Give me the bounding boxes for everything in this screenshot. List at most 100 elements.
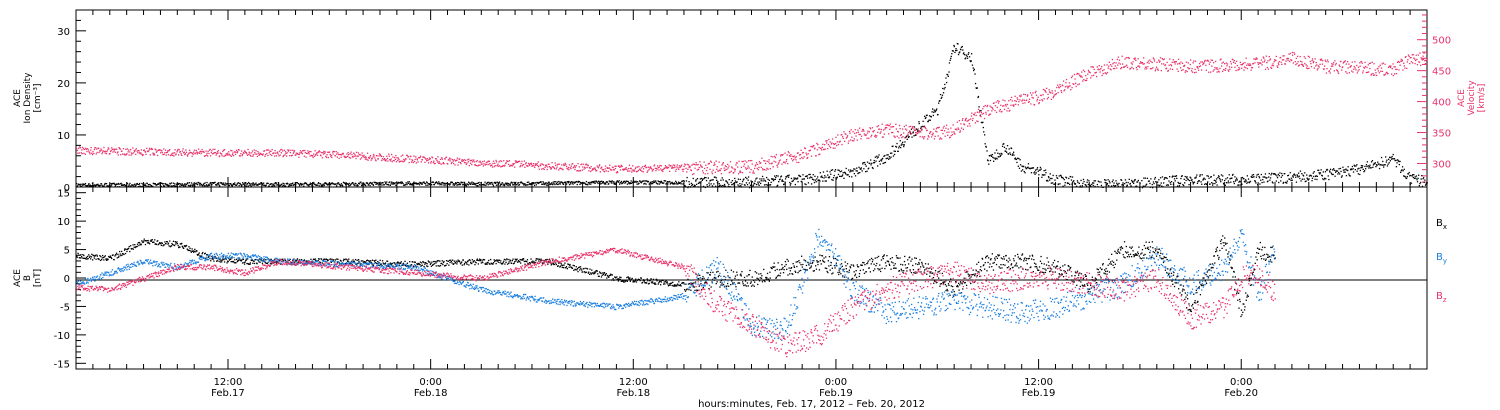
- data-point-B_x: [85, 256, 88, 258]
- data-point-density: [980, 110, 982, 112]
- data-point-density: [367, 184, 369, 186]
- data-point-density: [248, 181, 250, 184]
- data-point-velocity: [888, 125, 890, 127]
- data-point-velocity: [381, 159, 383, 162]
- data-point-density: [82, 184, 84, 186]
- data-point-density: [1063, 179, 1065, 181]
- data-point-density: [348, 185, 350, 187]
- data-point-velocity: [1340, 60, 1342, 63]
- data-point-density: [1034, 171, 1036, 173]
- data-point-velocity: [135, 148, 137, 150]
- data-point-velocity: [1063, 90, 1065, 92]
- data-point-density: [737, 184, 739, 186]
- data-point-velocity: [885, 124, 887, 126]
- data-point-velocity: [1417, 54, 1419, 56]
- data-point-density: [682, 183, 684, 185]
- data-point-density: [466, 183, 469, 185]
- data-point-velocity: [376, 155, 378, 157]
- data-point-velocity: [598, 165, 600, 167]
- data-point-velocity: [1153, 58, 1155, 60]
- data-point-density: [847, 174, 849, 176]
- data-point-velocity: [871, 127, 874, 129]
- data-point-velocity: [1022, 102, 1024, 104]
- data-point-velocity: [154, 154, 156, 156]
- data-point-velocity: [1163, 63, 1165, 65]
- data-point-velocity: [402, 154, 404, 156]
- data-point-density: [365, 184, 367, 187]
- data-point-velocity: [295, 152, 297, 154]
- data-point-velocity: [155, 149, 157, 151]
- data-point-density: [119, 183, 121, 185]
- data-point-density: [420, 182, 422, 184]
- data-point-velocity: [734, 170, 736, 172]
- data-point-velocity: [303, 155, 305, 157]
- data-point-velocity: [1187, 67, 1189, 69]
- data-point-B_x: [81, 257, 83, 259]
- data-point-density: [712, 179, 714, 181]
- data-point-velocity: [581, 163, 583, 165]
- data-point-density: [377, 184, 380, 186]
- data-point-velocity: [325, 156, 328, 159]
- data-point-velocity: [737, 166, 739, 168]
- data-point-density: [216, 182, 219, 185]
- data-point-density: [628, 183, 630, 185]
- data-point-density: [729, 186, 731, 188]
- data-point-velocity: [1305, 64, 1307, 66]
- data-point-density: [535, 184, 537, 186]
- data-point-velocity: [1235, 69, 1237, 72]
- data-point-density: [862, 163, 864, 165]
- data-point-density: [906, 135, 908, 137]
- data-point-density: [279, 185, 281, 187]
- data-point-velocity: [1062, 80, 1065, 82]
- data-point-velocity: [432, 161, 434, 164]
- data-point-density: [242, 182, 244, 184]
- data-point-density: [1302, 175, 1305, 177]
- data-point-density: [1217, 175, 1220, 177]
- data-point-velocity: [1196, 66, 1199, 68]
- data-point-density: [921, 125, 923, 128]
- data-point-velocity: [874, 134, 876, 136]
- data-point-density: [290, 183, 292, 185]
- data-point-density: [325, 182, 327, 184]
- data-point-velocity: [558, 169, 560, 171]
- data-point-velocity: [819, 153, 821, 155]
- data-point-density: [1062, 185, 1064, 187]
- data-point-velocity: [207, 155, 209, 157]
- data-point-density: [821, 176, 823, 179]
- data-point-density: [1030, 172, 1033, 174]
- data-point-density: [378, 182, 380, 184]
- data-point-velocity: [921, 129, 923, 131]
- data-point-velocity: [1120, 68, 1122, 70]
- data-point-velocity: [1002, 105, 1004, 107]
- data-point-velocity: [1103, 64, 1106, 66]
- data-point-density: [244, 182, 246, 185]
- data-point-density: [1359, 173, 1361, 176]
- data-point-velocity: [252, 154, 254, 156]
- data-point-density: [1118, 182, 1120, 185]
- data-point-velocity: [1271, 67, 1273, 69]
- data-point-density: [889, 157, 891, 160]
- data-point-density: [687, 186, 690, 188]
- data-point-velocity: [272, 152, 274, 155]
- data-point-density: [898, 145, 900, 147]
- data-point-velocity: [241, 155, 243, 157]
- data-point-velocity: [866, 132, 869, 134]
- data-point-density: [222, 182, 224, 184]
- data-point-velocity: [312, 156, 314, 159]
- data-point-density: [514, 182, 516, 185]
- data-point-velocity: [1012, 104, 1014, 106]
- data-point-velocity: [959, 130, 961, 132]
- data-point-velocity: [342, 153, 344, 155]
- data-point-velocity: [1109, 64, 1112, 66]
- data-point-velocity: [649, 166, 652, 168]
- data-point-density: [1348, 173, 1350, 175]
- data-point-density: [692, 177, 694, 180]
- data-point-density: [1006, 145, 1009, 147]
- data-point-velocity: [1423, 52, 1425, 54]
- data-point-density: [429, 184, 431, 186]
- data-point-density: [856, 167, 858, 169]
- data-point-velocity: [1260, 59, 1262, 61]
- data-point-velocity: [793, 155, 796, 157]
- data-point-velocity: [1334, 60, 1336, 62]
- data-point-density: [776, 185, 778, 187]
